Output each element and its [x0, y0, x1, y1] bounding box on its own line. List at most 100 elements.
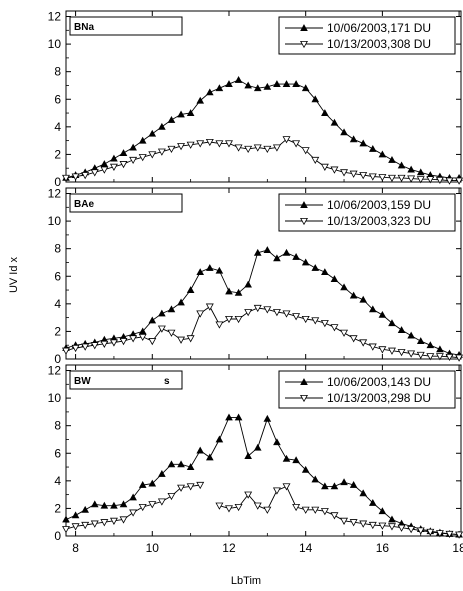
point-marker-open-triangle [292, 504, 301, 512]
y-tick-label: 6 [54, 92, 61, 106]
point-marker-filled-triangle [349, 481, 358, 488]
point-marker-filled-triangle [368, 144, 377, 152]
point-marker-open-triangle [378, 346, 387, 354]
point-marker-open-triangle [282, 483, 291, 491]
point-marker-open-triangle [435, 353, 444, 361]
y-tick-label: 6 [54, 446, 61, 460]
point-marker-open-triangle [435, 176, 444, 185]
point-marker-open-triangle [148, 151, 157, 159]
plot-frame [65, 10, 462, 183]
point-marker-open-triangle [129, 156, 138, 165]
point-marker-open-triangle [368, 521, 377, 530]
point-marker-filled-triangle [349, 135, 358, 143]
y-tick-label: 2 [54, 501, 61, 515]
point-marker-open-triangle [455, 354, 463, 362]
point-marker-open-triangle [253, 144, 262, 152]
point-marker-open-triangle [196, 481, 205, 490]
point-marker-open-triangle [234, 504, 243, 512]
point-marker-open-triangle [311, 156, 320, 165]
panel-2: 0 2 4 6 8 10 12 BAe 10/06/2003,159 DU 10/13/2003,… [48, 187, 463, 366]
point-marker-open-triangle [148, 338, 157, 346]
point-marker-filled-triangle [330, 482, 339, 490]
point-marker-open-triangle [109, 163, 118, 171]
point-marker-filled-triangle [292, 80, 300, 88]
y-tick-label: 0 [54, 175, 61, 189]
series-open-triangles [62, 481, 463, 539]
point-marker-filled-triangle [301, 84, 310, 92]
point-marker-filled-triangle [81, 505, 89, 513]
point-marker-open-triangle [62, 347, 70, 355]
x-tick-label: 16 [376, 541, 390, 555]
point-marker-open-triangle [387, 523, 396, 531]
point-marker-open-triangle [119, 161, 128, 169]
point-marker-open-triangle [215, 321, 224, 329]
point-marker-open-triangle [177, 336, 186, 344]
point-marker-filled-triangle [263, 82, 272, 90]
point-marker-filled-triangle [253, 84, 262, 92]
point-marker-filled-triangle [138, 136, 147, 144]
point-marker-open-triangle [225, 315, 233, 324]
point-marker-open-triangle [435, 530, 444, 538]
series-filled-triangles [62, 246, 463, 358]
point-marker-open-triangle [71, 523, 80, 531]
point-marker-open-triangle [301, 147, 310, 155]
legend-label: 10/13/2003,323 DU [327, 214, 431, 228]
point-marker-filled-triangle [234, 413, 243, 421]
panel-title: BW [74, 376, 91, 387]
legend-label: 10/13/2003,298 DU [327, 391, 431, 405]
point-marker-open-triangle [311, 317, 320, 325]
point-marker-open-triangle [244, 491, 253, 499]
point-marker-open-triangle [157, 498, 166, 506]
y-tick-label: 4 [54, 120, 61, 134]
point-marker-filled-triangle [110, 154, 118, 162]
point-marker-open-triangle [300, 40, 308, 49]
point-marker-open-triangle [157, 325, 166, 333]
x-axis-title: LbTim [231, 575, 261, 587]
point-marker-open-triangle [177, 143, 186, 151]
point-marker-filled-triangle [196, 96, 205, 104]
point-marker-filled-triangle [300, 201, 308, 208]
point-marker-filled-triangle [206, 88, 214, 96]
point-marker-filled-triangle [119, 500, 128, 508]
point-marker-filled-triangle [300, 378, 308, 385]
y-axis-title: UV Id x [8, 256, 20, 293]
point-marker-filled-triangle [167, 460, 176, 468]
point-marker-open-triangle [138, 154, 147, 162]
point-marker-filled-triangle [416, 168, 425, 176]
point-marker-open-triangle [234, 315, 243, 324]
point-marker-open-triangle [445, 353, 454, 362]
point-marker-open-triangle [397, 524, 406, 532]
point-marker-open-triangle [282, 310, 291, 318]
point-marker-open-triangle [215, 502, 224, 510]
point-marker-open-triangle [359, 520, 368, 528]
point-marker-filled-triangle [301, 465, 310, 473]
legend: 10/06/2003,143 DU 10/13/2003,298 DU [278, 370, 456, 409]
point-marker-open-triangle [349, 335, 358, 343]
plot-frame [65, 364, 462, 537]
point-marker-filled-triangle [359, 489, 368, 497]
point-marker-open-triangle [119, 516, 128, 524]
point-marker-filled-triangle [186, 109, 195, 116]
point-marker-open-triangle [90, 520, 99, 528]
point-marker-open-triangle [455, 177, 463, 185]
point-marker-open-triangle [320, 508, 329, 516]
point-marker-filled-triangle [186, 286, 195, 293]
x-tick-label: 14 [299, 541, 313, 555]
point-marker-open-triangle [129, 509, 138, 517]
point-marker-open-triangle [157, 148, 166, 156]
point-marker-open-triangle [378, 174, 387, 182]
point-marker-open-triangle [225, 505, 233, 513]
point-marker-open-triangle [186, 335, 195, 343]
panel-title-frame [69, 370, 183, 390]
point-marker-open-triangle [445, 530, 454, 539]
point-marker-filled-triangle [215, 84, 224, 92]
y-tick-label: 10 [48, 391, 62, 405]
point-marker-filled-triangle [234, 76, 243, 83]
point-marker-open-triangle [320, 320, 329, 328]
point-marker-filled-triangle [388, 156, 396, 163]
point-marker-filled-triangle [148, 479, 157, 487]
point-marker-open-triangle [340, 329, 349, 337]
point-marker-open-triangle [196, 310, 205, 318]
point-marker-open-triangle [426, 176, 435, 184]
